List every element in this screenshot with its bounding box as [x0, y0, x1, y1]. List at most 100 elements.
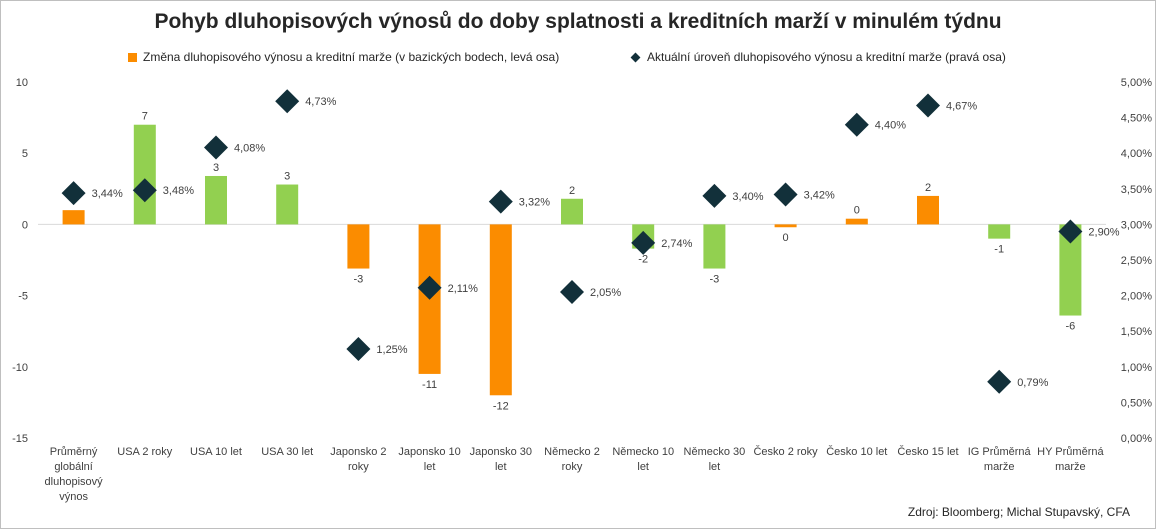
bar-data-label: 7	[142, 111, 148, 123]
x-category-label: Japonsko 10	[398, 446, 460, 458]
x-category-label: Německo 30	[684, 446, 746, 458]
y-right-tick-label: 1,50%	[1121, 326, 1152, 338]
x-category-label: roky	[562, 461, 583, 473]
source-note: Zdroj: Bloomberg; Michal Stupavský, CFA	[907, 505, 1130, 519]
x-category-label: Japonsko 30	[470, 446, 532, 458]
bar-data-label: -6	[1066, 321, 1076, 333]
level-marker	[1058, 219, 1083, 244]
bar-data-label: -2	[638, 254, 648, 266]
x-category-label: HY Průměrná	[1037, 446, 1104, 458]
legend-item-bars: Změna dluhopisového výnosu a kreditní ma…	[128, 50, 559, 64]
x-category-label: marže	[984, 461, 1015, 473]
bar	[276, 184, 299, 225]
marker-data-label: 0,79%	[1017, 377, 1048, 389]
bar-data-label: -12	[493, 400, 509, 412]
bar	[774, 224, 797, 228]
bar	[703, 224, 726, 269]
y-right-tick-label: 5,00%	[1121, 77, 1152, 89]
level-marker	[916, 93, 940, 118]
marker-data-label: 1,25%	[376, 344, 407, 356]
bar-data-label: 0	[854, 205, 860, 217]
x-category-label: let	[709, 461, 721, 473]
bar	[845, 218, 868, 225]
bar-data-label: -1	[994, 244, 1004, 256]
x-category-label: let	[495, 461, 507, 473]
x-category-label: marže	[1055, 461, 1086, 473]
level-marker	[204, 135, 228, 160]
marker-data-label: 2,11%	[448, 283, 479, 295]
bar-data-label: 3	[213, 162, 219, 174]
marker-data-label: 4,08%	[234, 143, 265, 155]
y-right-tick-label: 4,00%	[1121, 148, 1152, 160]
legend-item-markers: Aktuální úroveň dluhopisového výnosu a k…	[630, 50, 1006, 64]
marker-data-label: 4,40%	[875, 120, 906, 132]
x-category-label: let	[637, 461, 649, 473]
level-marker	[346, 337, 371, 361]
level-marker	[773, 182, 798, 207]
level-marker	[631, 230, 656, 255]
marker-data-label: 2,05%	[590, 287, 621, 299]
y-right-tick-label: 1,00%	[1121, 362, 1152, 374]
chart-title: Pohyb dluhopisových výnosů do doby splat…	[154, 10, 1002, 33]
y-left-tick-label: -15	[12, 433, 28, 445]
bar	[561, 198, 583, 225]
x-category-label: dluhopisový	[45, 476, 104, 488]
x-category-label: IG Průměrná	[968, 446, 1032, 458]
x-category-label: Německo 2	[544, 446, 600, 458]
marker-data-label: 3,40%	[732, 191, 763, 203]
marker-data-label: 4,67%	[946, 100, 977, 112]
bar-data-label: -3	[710, 274, 720, 286]
level-marker	[987, 369, 1012, 394]
chart-legend: Změna dluhopisového výnosu a kreditní ma…	[0, 50, 1156, 70]
x-category-label: Česko 2 roky	[753, 445, 818, 458]
level-marker	[488, 189, 513, 214]
y-left-tick-label: 0	[22, 219, 28, 231]
level-marker	[844, 112, 869, 137]
bar-data-label: 0	[783, 232, 789, 244]
y-right-tick-label: 3,50%	[1121, 184, 1152, 196]
marker-data-label: 2,90%	[1088, 227, 1119, 239]
bar	[62, 210, 85, 225]
x-category-label: globální	[54, 461, 93, 473]
x-category-label: USA 2 roky	[117, 446, 173, 458]
x-category-label: let	[424, 461, 436, 473]
bar	[205, 175, 227, 225]
bar	[917, 195, 939, 225]
bar-data-label: 2	[569, 185, 575, 197]
bar-data-label: -3	[354, 274, 364, 286]
level-marker	[417, 275, 442, 300]
y-right-tick-label: 2,00%	[1121, 291, 1152, 303]
y-right-tick-label: 0,00%	[1121, 433, 1152, 445]
x-category-label: USA 30 let	[261, 446, 313, 458]
y-left-tick-label: 10	[16, 77, 28, 89]
bar-data-label: -11	[422, 379, 437, 391]
marker-data-label: 4,73%	[305, 96, 336, 108]
bar	[1059, 224, 1082, 316]
legend-bars-label: Změna dluhopisového výnosu a kreditní ma…	[143, 50, 560, 64]
marker-data-label: 2,74%	[661, 238, 692, 250]
marker-data-label: 3,44%	[92, 188, 123, 200]
bar-data-label: 3	[284, 171, 290, 183]
y-right-tick-label: 3,00%	[1121, 219, 1152, 231]
x-category-label: Česko 10 let	[826, 445, 887, 458]
level-marker	[560, 280, 584, 305]
y-right-tick-label: 4,50%	[1121, 113, 1152, 125]
x-category-label: Japonsko 2	[330, 446, 386, 458]
bar	[133, 124, 156, 225]
y-left-tick-label: -5	[18, 291, 28, 303]
bar	[347, 224, 370, 269]
y-right-tick-label: 0,50%	[1121, 397, 1152, 409]
x-category-label: Německo 10	[612, 446, 674, 458]
bar	[988, 224, 1011, 239]
level-marker	[275, 89, 300, 114]
marker-data-label: 3,32%	[519, 197, 550, 209]
y-right-tick-label: 2,50%	[1121, 255, 1152, 267]
level-marker	[702, 183, 727, 208]
y-left-tick-label: -10	[12, 362, 28, 374]
level-marker	[132, 178, 157, 203]
bar-data-label: 2	[925, 182, 931, 194]
marker-data-label: 3,42%	[804, 189, 835, 201]
y-left-tick-label: 5	[22, 148, 28, 160]
x-category-label: roky	[348, 461, 369, 473]
